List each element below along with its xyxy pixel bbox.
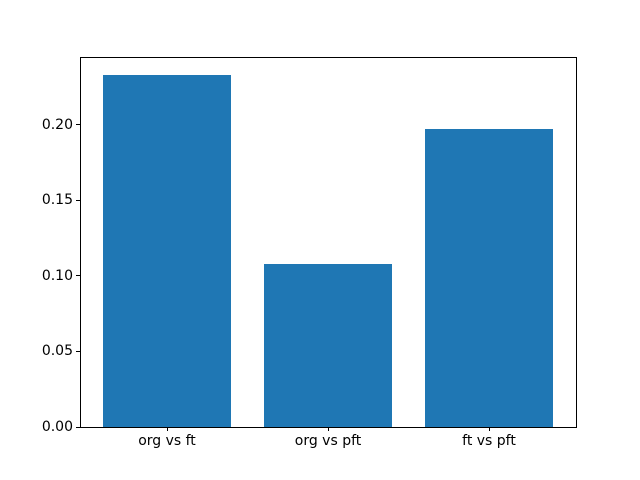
y-tick-mark: [76, 124, 80, 126]
bar-org-vs-ft: [102, 74, 232, 427]
y-tick-label: 0.00: [41, 419, 73, 435]
x-tick-label: org vs ft: [138, 433, 196, 449]
y-tick-label: 0.20: [41, 116, 73, 133]
y-tick-label: 0.10: [41, 267, 73, 284]
bar-ft-vs-pft: [424, 129, 554, 427]
y-tick-mark: [76, 275, 80, 277]
x-tick-mark: [166, 427, 168, 431]
y-tick-label: 0.05: [41, 343, 73, 360]
x-tick-mark: [327, 427, 329, 431]
bar-org-vs-pft: [263, 263, 393, 427]
x-tick-label: ft vs pft: [462, 433, 516, 449]
y-tick-mark: [76, 199, 80, 201]
x-tick-label: org vs pft: [294, 433, 362, 449]
y-tick-mark: [76, 350, 80, 352]
y-tick-label: 0.15: [41, 192, 73, 209]
y-tick-mark: [76, 426, 80, 428]
x-tick-mark: [488, 427, 490, 431]
